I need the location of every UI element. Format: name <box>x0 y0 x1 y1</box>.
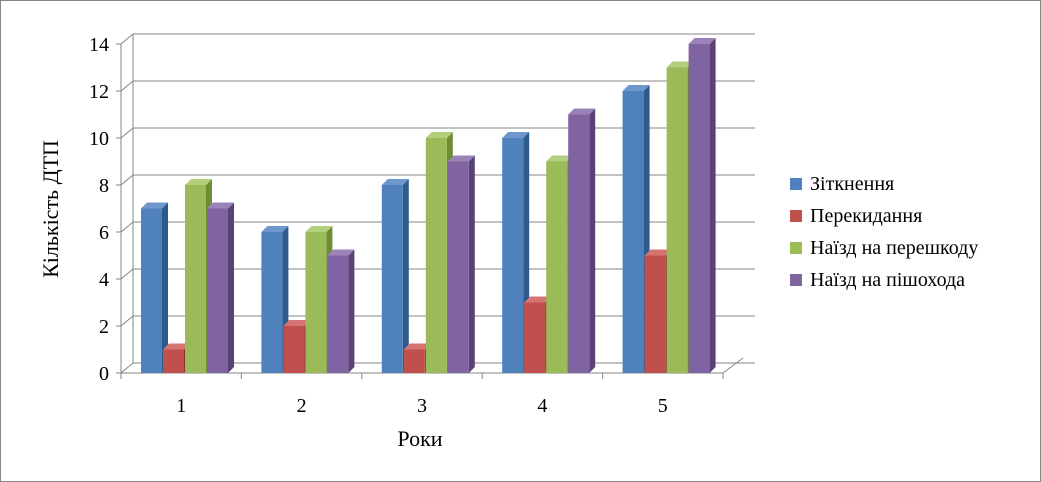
bar <box>207 208 228 373</box>
gridline-depth <box>120 174 134 186</box>
bar <box>261 232 283 373</box>
bar-top <box>502 132 530 138</box>
bar-top <box>666 61 694 68</box>
legend-item: Наїзд на пішохода <box>790 264 978 296</box>
legend-swatch <box>790 210 802 222</box>
bar <box>502 138 524 373</box>
bar <box>447 161 469 373</box>
bar-side <box>402 179 409 373</box>
y-tick-label: 2 <box>99 316 109 338</box>
y-tick-label: 10 <box>89 128 109 150</box>
y-tick-label: 0 <box>99 363 109 385</box>
gridline-depth <box>120 33 134 45</box>
bar-top <box>261 226 289 232</box>
bar <box>644 255 666 373</box>
bar-side <box>228 202 234 373</box>
legend-item: Перекидання <box>790 200 978 232</box>
legend-label: Наїзд на перешкоду <box>810 236 979 259</box>
bar-top <box>207 202 234 209</box>
bar <box>524 302 546 373</box>
bar <box>425 138 447 373</box>
bar-top <box>644 249 672 256</box>
y-tick-label: 6 <box>99 222 109 244</box>
legend-label: Наїзд на пішохода <box>810 268 966 291</box>
bar-top <box>447 155 475 162</box>
bar-top <box>524 296 552 303</box>
y-tick-label: 4 <box>99 269 109 291</box>
bar-top <box>163 343 190 350</box>
bar-top <box>546 155 574 162</box>
bar <box>546 161 568 373</box>
floor-edge <box>722 357 744 374</box>
bar <box>305 232 327 373</box>
bar <box>568 114 590 373</box>
bar-top <box>381 179 409 185</box>
x-tick-label: 3 <box>417 395 427 417</box>
bar-top <box>568 108 596 115</box>
gridline-depth <box>120 315 134 327</box>
legend-swatch <box>790 178 802 190</box>
x-tick-label: 1 <box>176 395 186 417</box>
bar <box>185 185 206 373</box>
bar-top <box>141 202 168 209</box>
gridline-depth <box>120 80 134 92</box>
bar-top <box>305 226 333 232</box>
legend-swatch <box>790 274 802 286</box>
bar <box>403 349 425 373</box>
bar-top <box>327 249 355 256</box>
bar-side <box>589 108 596 373</box>
legend-label: Зіткнення <box>810 172 895 195</box>
bars <box>141 38 716 373</box>
legend-label: Перекидання <box>810 204 923 227</box>
bar-top <box>403 343 431 350</box>
y-tick-label: 14 <box>89 34 109 56</box>
bar <box>163 349 184 373</box>
bar <box>283 326 305 373</box>
bar-side <box>709 38 716 373</box>
x-tick-label: 5 <box>658 395 668 417</box>
y-tick-label: 12 <box>89 81 109 103</box>
gridline-depth <box>120 268 134 280</box>
bar-top <box>185 179 212 185</box>
bar <box>141 208 162 373</box>
x-axis-title: Роки <box>397 426 442 451</box>
gridline-depth <box>120 221 134 233</box>
legend-item: Зіткнення <box>790 168 978 200</box>
bar-top <box>425 132 453 138</box>
bar-side <box>468 155 475 373</box>
bar <box>688 44 710 373</box>
y-axis-title: Кількість ДТП <box>38 140 63 278</box>
bar <box>622 91 644 373</box>
x-tick-label: 2 <box>297 395 307 417</box>
legend: Зіткнення Перекидання Наїзд на перешкоду На… <box>790 168 978 296</box>
legend-swatch <box>790 242 802 254</box>
bar-side <box>348 249 355 373</box>
bar-top <box>622 85 650 91</box>
bar <box>327 255 349 373</box>
y-tick-label: 8 <box>99 175 109 197</box>
bar <box>666 67 688 373</box>
x-tick-label: 4 <box>537 395 547 417</box>
gridline-depth <box>120 362 134 374</box>
bar-top <box>283 320 311 326</box>
gridline-depth <box>120 127 134 139</box>
bar <box>381 185 403 373</box>
legend-item: Наїзд на перешкоду <box>790 232 978 264</box>
bar-side <box>162 202 168 373</box>
bar-top <box>688 38 716 44</box>
